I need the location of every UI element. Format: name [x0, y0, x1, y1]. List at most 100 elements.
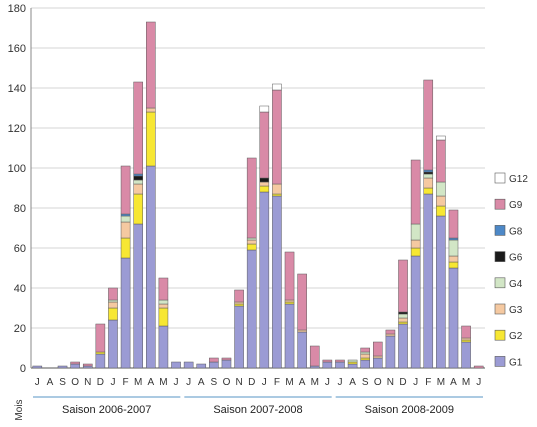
x-tick-label: M [462, 377, 470, 388]
bar-segment-g1 [385, 335, 396, 369]
bar-segment-g9 [473, 365, 484, 369]
bar-stack [133, 81, 143, 369]
bar-stack [57, 365, 68, 369]
bar-segment-g1 [373, 357, 383, 369]
bar-segment-g1 [448, 267, 459, 369]
x-tick-label: A [147, 377, 154, 388]
bar-stack [259, 105, 270, 369]
x-tick-label: N [84, 377, 91, 388]
y-tick-label: 80 [14, 203, 26, 215]
bar-segment-g9 [108, 287, 118, 301]
x-tick-label: J [325, 377, 330, 388]
legend-label: G12 [509, 174, 528, 185]
bar-segment-g2 [423, 187, 434, 195]
bar-segment-g6 [259, 177, 270, 183]
bar-segment-g3 [108, 301, 118, 309]
bar-stack [373, 341, 383, 369]
x-tick-label: J [262, 377, 267, 388]
bar-segment-g2 [259, 185, 270, 193]
bar-segment-g3 [448, 255, 459, 263]
legend-swatch [494, 356, 506, 367]
bar-segment-g1 [57, 365, 68, 369]
x-tick-label: M [134, 377, 142, 388]
bar-segment-g1 [146, 165, 156, 369]
bar-segment-g9 [436, 139, 446, 183]
x-tick-label: D [399, 377, 406, 388]
x-tick-label: J [35, 377, 40, 388]
bar-segment-g2 [436, 205, 446, 217]
bar-segment-g9 [461, 325, 471, 339]
bar-segment-g1 [335, 361, 345, 369]
x-tick-label: S [362, 377, 369, 388]
bar-stack [196, 363, 207, 369]
bar-segment-g2 [347, 361, 358, 365]
bar-segment-g2 [410, 247, 421, 257]
legend-swatch [494, 225, 506, 236]
legend-label: G4 [509, 279, 523, 290]
bar-segment-g9 [221, 357, 232, 361]
x-tick-label: J [413, 377, 418, 388]
bar-segment-g9 [284, 251, 295, 301]
legend: G12 G9 G8 G6 G4 G3 G2 G1 [494, 172, 528, 368]
bar-segment-g8 [448, 237, 459, 241]
bar-segment-g4 [108, 299, 118, 303]
season-label: Saison 2006-2007 [62, 404, 151, 416]
legend-swatch [494, 329, 506, 341]
bar-segment-g9 [322, 359, 333, 363]
x-tick-label: M [159, 377, 167, 388]
bar-segment-g1 [183, 361, 194, 369]
legend-swatch [494, 172, 506, 184]
bar-segment-g2 [284, 301, 295, 305]
bar-stack [171, 361, 181, 369]
legend-label: G2 [509, 331, 523, 342]
bar-stack [436, 135, 446, 369]
bar-segment-g9 [120, 165, 131, 215]
bar-segment-g3 [284, 299, 295, 303]
x-tick-label: J [476, 377, 481, 388]
y-tick-label: 180 [8, 3, 26, 15]
x-tick-label: S [211, 377, 218, 388]
bar-stack [360, 347, 370, 369]
bar-segment-g4 [436, 181, 446, 197]
bar-segment-g4 [120, 215, 131, 223]
bar-segment-g9 [259, 111, 270, 179]
bar-segment-g1 [322, 361, 333, 369]
bar-segment-g3 [385, 333, 396, 337]
bar-segment-g2 [158, 307, 169, 327]
bar-segment-g3 [360, 353, 370, 359]
bar-segment-g9 [448, 209, 459, 239]
y-axis: 0 20 40 60 80 100 120 140 160 180 [8, 3, 32, 375]
x-tick-label: N [387, 377, 394, 388]
x-tick-label: N [235, 377, 242, 388]
bar-stack [284, 251, 295, 369]
x-tick-label: F [274, 377, 280, 388]
y-tick-label: 60 [14, 243, 26, 255]
bar-segment-g9 [309, 345, 320, 367]
bar-segment-g3 [246, 239, 257, 245]
bar-segment-g1 [309, 365, 320, 369]
bar-segment-g3 [234, 301, 244, 305]
legend-swatch [494, 277, 506, 289]
bar-segment-g1 [133, 223, 143, 369]
bar-segment-g1 [221, 359, 232, 369]
x-tick-label: D [248, 377, 255, 388]
bar-segment-g1 [246, 249, 257, 369]
season-label: Saison 2008-2009 [365, 404, 454, 416]
bar-stack [309, 345, 320, 369]
season-label: Saison 2007-2008 [213, 404, 302, 416]
bar-segment-g3 [410, 239, 421, 249]
bar-segment-g9 [385, 329, 396, 335]
bar-segment-g3 [259, 181, 270, 187]
bar-segment-g4 [423, 173, 434, 179]
y-tick-label: 20 [14, 323, 26, 335]
bar-segment-g1 [120, 257, 131, 369]
bar-stack [95, 323, 106, 369]
legend-label: G6 [509, 253, 523, 264]
y-tick-label: 160 [8, 43, 26, 55]
bar-stack [158, 277, 169, 369]
bar-stack [385, 329, 396, 369]
bar-segment-g9 [133, 81, 143, 175]
bar-segment-g1 [423, 193, 434, 369]
